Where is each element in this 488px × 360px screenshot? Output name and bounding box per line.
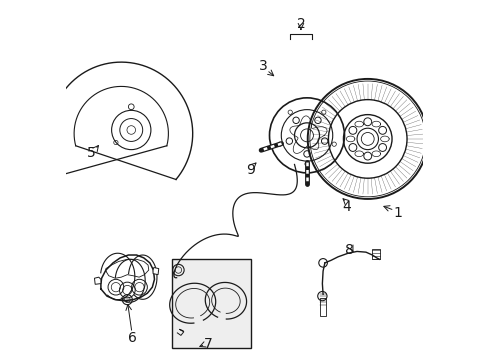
- Bar: [319, 298, 325, 316]
- Text: 2: 2: [296, 17, 305, 31]
- Text: 5: 5: [87, 146, 96, 160]
- Text: 7: 7: [203, 337, 212, 351]
- Text: 8: 8: [344, 243, 353, 257]
- Bar: [172, 258, 250, 348]
- Text: 3: 3: [258, 59, 267, 73]
- Polygon shape: [153, 267, 159, 275]
- Text: 9: 9: [246, 163, 255, 177]
- Bar: [371, 249, 379, 259]
- Text: 1: 1: [393, 206, 402, 220]
- Text: 6: 6: [127, 331, 136, 345]
- Text: 4: 4: [342, 200, 350, 214]
- Polygon shape: [94, 277, 101, 284]
